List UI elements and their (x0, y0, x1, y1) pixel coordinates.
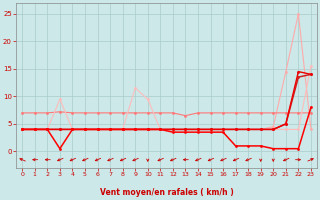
X-axis label: Vent moyen/en rafales ( km/h ): Vent moyen/en rafales ( km/h ) (100, 188, 234, 197)
